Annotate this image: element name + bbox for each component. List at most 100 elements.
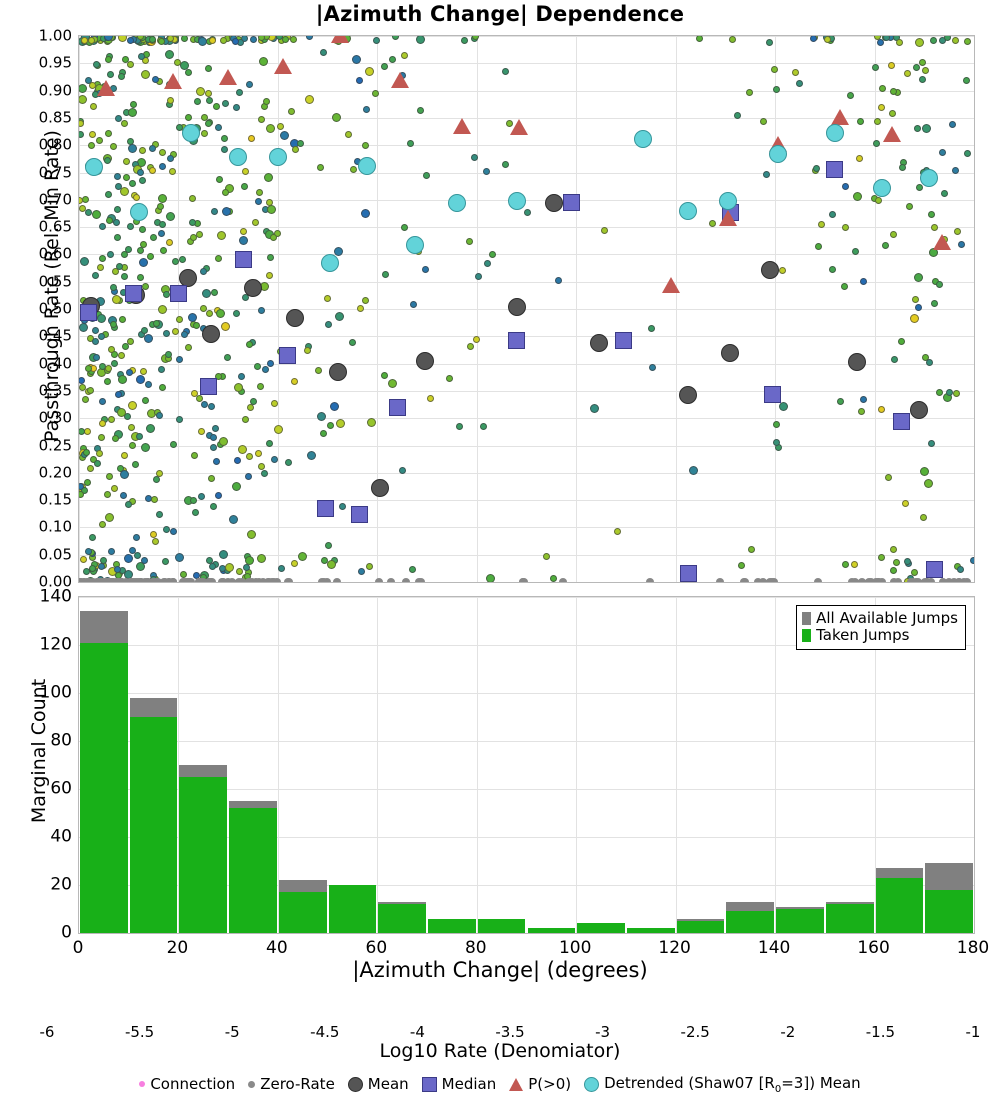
connection-point [109, 283, 117, 291]
connection-point [115, 391, 123, 399]
connection-point [165, 238, 173, 246]
scatter-y-tick: 0.30 [38, 408, 72, 427]
legend-swatch-icon [802, 612, 812, 625]
connection-point [106, 71, 114, 79]
connection-point [149, 531, 157, 539]
connection-point [141, 442, 151, 452]
connection-point [104, 156, 112, 164]
connection-point [210, 503, 218, 511]
zero-rate-point [238, 578, 247, 582]
median-square-marker [169, 285, 187, 303]
x-axis-tick: 140 [757, 938, 791, 958]
connection-point [136, 433, 144, 441]
connection-point [878, 84, 886, 92]
connection-point [770, 66, 778, 74]
connection-point [291, 377, 299, 385]
connection-point [158, 37, 166, 45]
connection-point [930, 37, 938, 45]
zero-rate-dot-icon [248, 1080, 256, 1088]
connection-point [221, 100, 229, 108]
connection-point [326, 422, 334, 430]
median-square-marker [764, 386, 782, 404]
scatter-y-tick: 0.55 [38, 272, 72, 291]
connection-point [238, 445, 248, 455]
connection-point [285, 458, 293, 466]
zero-rate-point [227, 578, 236, 582]
connection-point [200, 304, 208, 312]
pgt0-triangle-marker [830, 109, 849, 126]
mean-circle-marker [415, 352, 434, 371]
zero-rate-point [137, 578, 146, 582]
connection-point [232, 104, 240, 112]
connection-point [482, 168, 490, 176]
connection-point [91, 326, 99, 334]
connection-point [734, 112, 742, 120]
connection-point [259, 57, 268, 67]
connection-point [747, 546, 755, 554]
connection-point [760, 117, 768, 125]
connection-point [922, 353, 930, 361]
connection-point [904, 70, 912, 78]
scatter-y-tick: 0.85 [38, 108, 72, 127]
bar-taken-jumps [527, 928, 576, 933]
gridline-h [79, 597, 974, 598]
connection-point [98, 520, 106, 528]
pgt0-triangle-marker [273, 57, 292, 74]
connection-point [105, 129, 113, 137]
connection-point [140, 241, 148, 249]
connection-point [196, 87, 206, 97]
connection-point [466, 342, 474, 350]
connection-point [254, 449, 262, 457]
connection-point [409, 301, 417, 309]
connection-point [202, 288, 212, 298]
gridline-v [377, 36, 378, 582]
connection-point [919, 76, 927, 84]
connection-point [200, 400, 208, 408]
connection-point [87, 386, 95, 394]
connection-point [84, 548, 92, 556]
connection-point [79, 83, 87, 93]
scatter-y-tick: 0.05 [38, 545, 72, 564]
connection-point [708, 220, 716, 227]
connection-point [554, 277, 562, 285]
connection-point [158, 384, 166, 392]
connection-point [97, 563, 105, 571]
connection-point [87, 36, 95, 44]
connection-point [317, 411, 327, 421]
connection-point [837, 398, 845, 406]
connection-point [773, 85, 781, 93]
connection-point [356, 304, 364, 312]
scatter-y-tick: 0.15 [38, 490, 72, 509]
pgt0-triangle-marker [661, 277, 680, 294]
marker-legend-label: Detrended (Shaw07 [R0=3]) Mean [604, 1073, 861, 1095]
colorbar-tick: -1 [965, 1023, 981, 1041]
connection-point [166, 212, 176, 222]
connection-point [206, 97, 214, 105]
connection-point [266, 271, 274, 279]
zero-rate-point [244, 578, 253, 582]
connection-point [247, 404, 255, 412]
zero-rate-point [558, 578, 567, 582]
zero-rate-point [753, 578, 762, 582]
connection-point [84, 479, 92, 487]
connection-point [416, 106, 424, 114]
connection-point [265, 439, 273, 447]
connection-point [209, 433, 217, 441]
zero-rate-point [769, 578, 778, 582]
pgt0-triangle-marker [718, 209, 737, 226]
histogram-y-tick: 60 [50, 778, 72, 799]
connection-point [150, 234, 158, 242]
gridline-h [79, 145, 974, 146]
connection-point [915, 37, 925, 47]
connection-point [110, 142, 118, 150]
bar-taken-jumps [925, 889, 973, 933]
histogram-legend: All Available Jumps Taken Jumps [796, 605, 966, 650]
connection-point [84, 76, 92, 84]
connection-point [792, 69, 800, 77]
connection-point [158, 194, 168, 204]
connection-point [210, 443, 218, 451]
connection-point [325, 320, 333, 328]
connection-point [267, 204, 277, 214]
connection-point [246, 341, 254, 349]
bar-taken-jumps [676, 921, 725, 933]
